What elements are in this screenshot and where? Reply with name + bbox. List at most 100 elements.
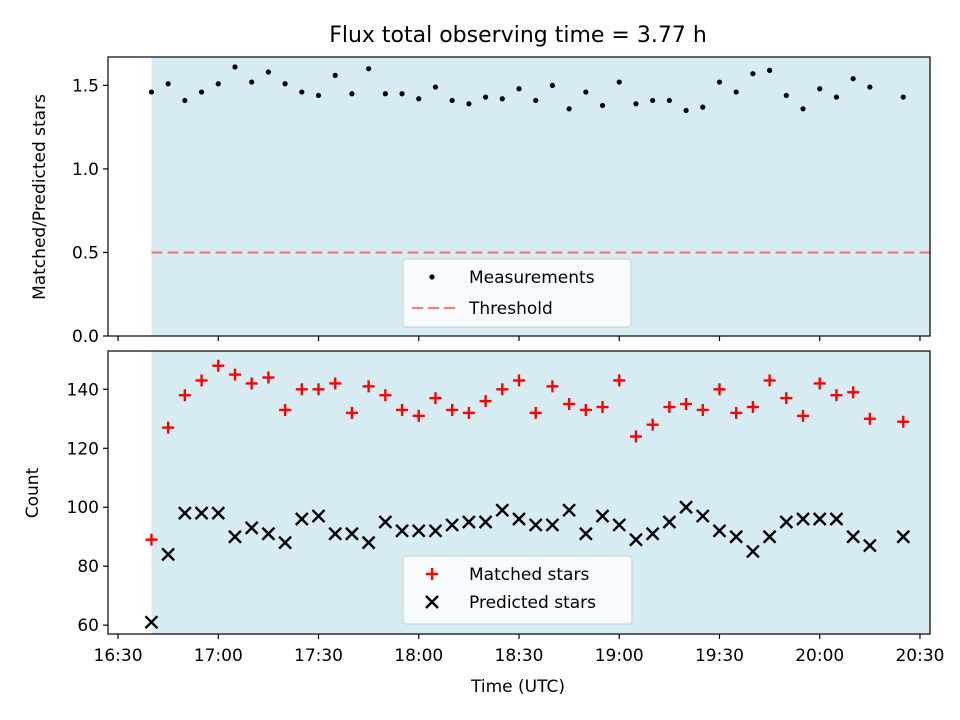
measurement-point [416,96,422,102]
predicted-stars-point [545,518,560,532]
x-tick-label: 18:30 [495,646,544,666]
y-tick-label: 0.0 [72,327,99,347]
measurement-point [599,102,606,109]
matched-stars-point [680,398,693,411]
predicted-stars-point [445,518,460,532]
predicted-stars-point [629,532,643,547]
bottom-y-axis-label: Count [23,467,43,518]
y-tick-label: 1.0 [72,160,99,180]
top-panel: 0.0 0.5 1.0 1.5 Matched/Predicted stars Mea… [30,56,931,347]
predicted-stars-point [712,523,727,538]
measurement-point [366,66,372,72]
predicted-stars-point [863,538,877,553]
predicted-stars-point [779,515,794,529]
measurement-point [499,96,505,102]
predicted-stars-point [278,535,292,550]
predicted-stars-point [478,515,493,529]
measurement-point [232,64,238,70]
measurement-point [683,107,689,114]
matched-stars-point [579,403,592,416]
top-axes-frame [107,56,931,337]
x-tick-label: 18:00 [394,646,443,666]
matched-stars-point [162,421,175,434]
matched-stars-point [479,395,492,408]
matched-stars-point [629,430,642,443]
predicted-stars-point [896,529,911,544]
x-tick-label: 20:30 [895,646,944,666]
matched-stars-point [329,377,342,390]
matched-stars-point [713,383,726,396]
predicted-stars-point [395,523,409,538]
predicted-stars-point [512,512,526,526]
measurement-point [700,104,706,110]
predicted-stars-point [144,615,159,630]
x-tick-label: 19:30 [695,646,744,666]
measurement-point [382,91,388,97]
measurement-point [817,86,823,92]
predicted-stars-point [211,506,226,520]
predicted-stars-point [746,544,760,559]
predicted-stars-point [361,535,376,550]
predicted-stars-point [378,515,393,529]
measurement-point [182,97,188,104]
measurement-point [449,97,455,104]
matched-stars-point [462,406,475,419]
predicted-stars-point [328,526,343,541]
predicted-stars-point [679,500,693,515]
x-axis-label: Time (UTC) [470,677,565,697]
measurement-point [833,94,840,100]
matched-stars-point [646,418,659,431]
x-tick-label: 17:30 [294,646,343,666]
matched-stars-point [228,368,241,381]
predicted-stars-point [812,512,827,526]
matched-stars-point [863,412,876,425]
top-legend: Measurements Threshold [402,258,632,328]
predicted-stars-point [562,503,576,518]
legend-predicted-marker [425,595,439,609]
matched-stars-point [663,401,676,414]
legend-measurements-marker [429,274,435,280]
measurement-point [733,89,739,95]
measurement-point [666,97,672,104]
matched-stars-point [262,371,275,384]
x-tick-label: 16:30 [94,646,143,666]
matched-stars-point [345,406,358,419]
measurement-point [148,89,155,95]
matched-stars-point [513,374,525,387]
legend-threshold-label: Threshold [468,299,553,319]
measurement-point [549,82,556,89]
bottom-axes-frame [107,350,931,635]
matched-stars-point [546,380,559,393]
matched-stars-point [563,398,576,411]
x-tick-label: 19:00 [595,646,644,666]
predicted-stars-point [846,529,860,544]
matched-stars-point [279,403,292,416]
legend-measurements-label: Measurements [469,268,595,288]
matched-stars-point [212,359,225,372]
predicted-stars-point [261,526,276,541]
measurement-point [332,72,338,78]
predicted-stars-point [462,515,476,529]
chart-title: Flux total observing time = 3.77 h [329,23,707,48]
measurement-point [750,71,756,77]
measurement-point [315,92,322,99]
predicted-stars-point [294,512,309,526]
predicted-stars-point [578,526,593,541]
matched-stars-point [746,401,759,414]
predicted-stars-point [645,526,660,541]
legend-predicted-label: Predicted stars [469,593,596,613]
measurement-point [198,89,205,95]
legend-matched-label: Matched stars [469,565,589,585]
measurement-point [900,94,906,100]
predicted-stars-point [178,506,192,520]
y-tick-label: 60 [77,616,99,636]
predicted-stars-point [762,529,777,544]
measurement-point [249,79,255,85]
measurement-point [800,106,806,112]
measurement-point [482,94,489,100]
y-tick-label: 140 [67,380,99,400]
matched-stars-point [496,383,509,396]
measurement-point [215,81,221,87]
measurement-point [783,92,789,99]
